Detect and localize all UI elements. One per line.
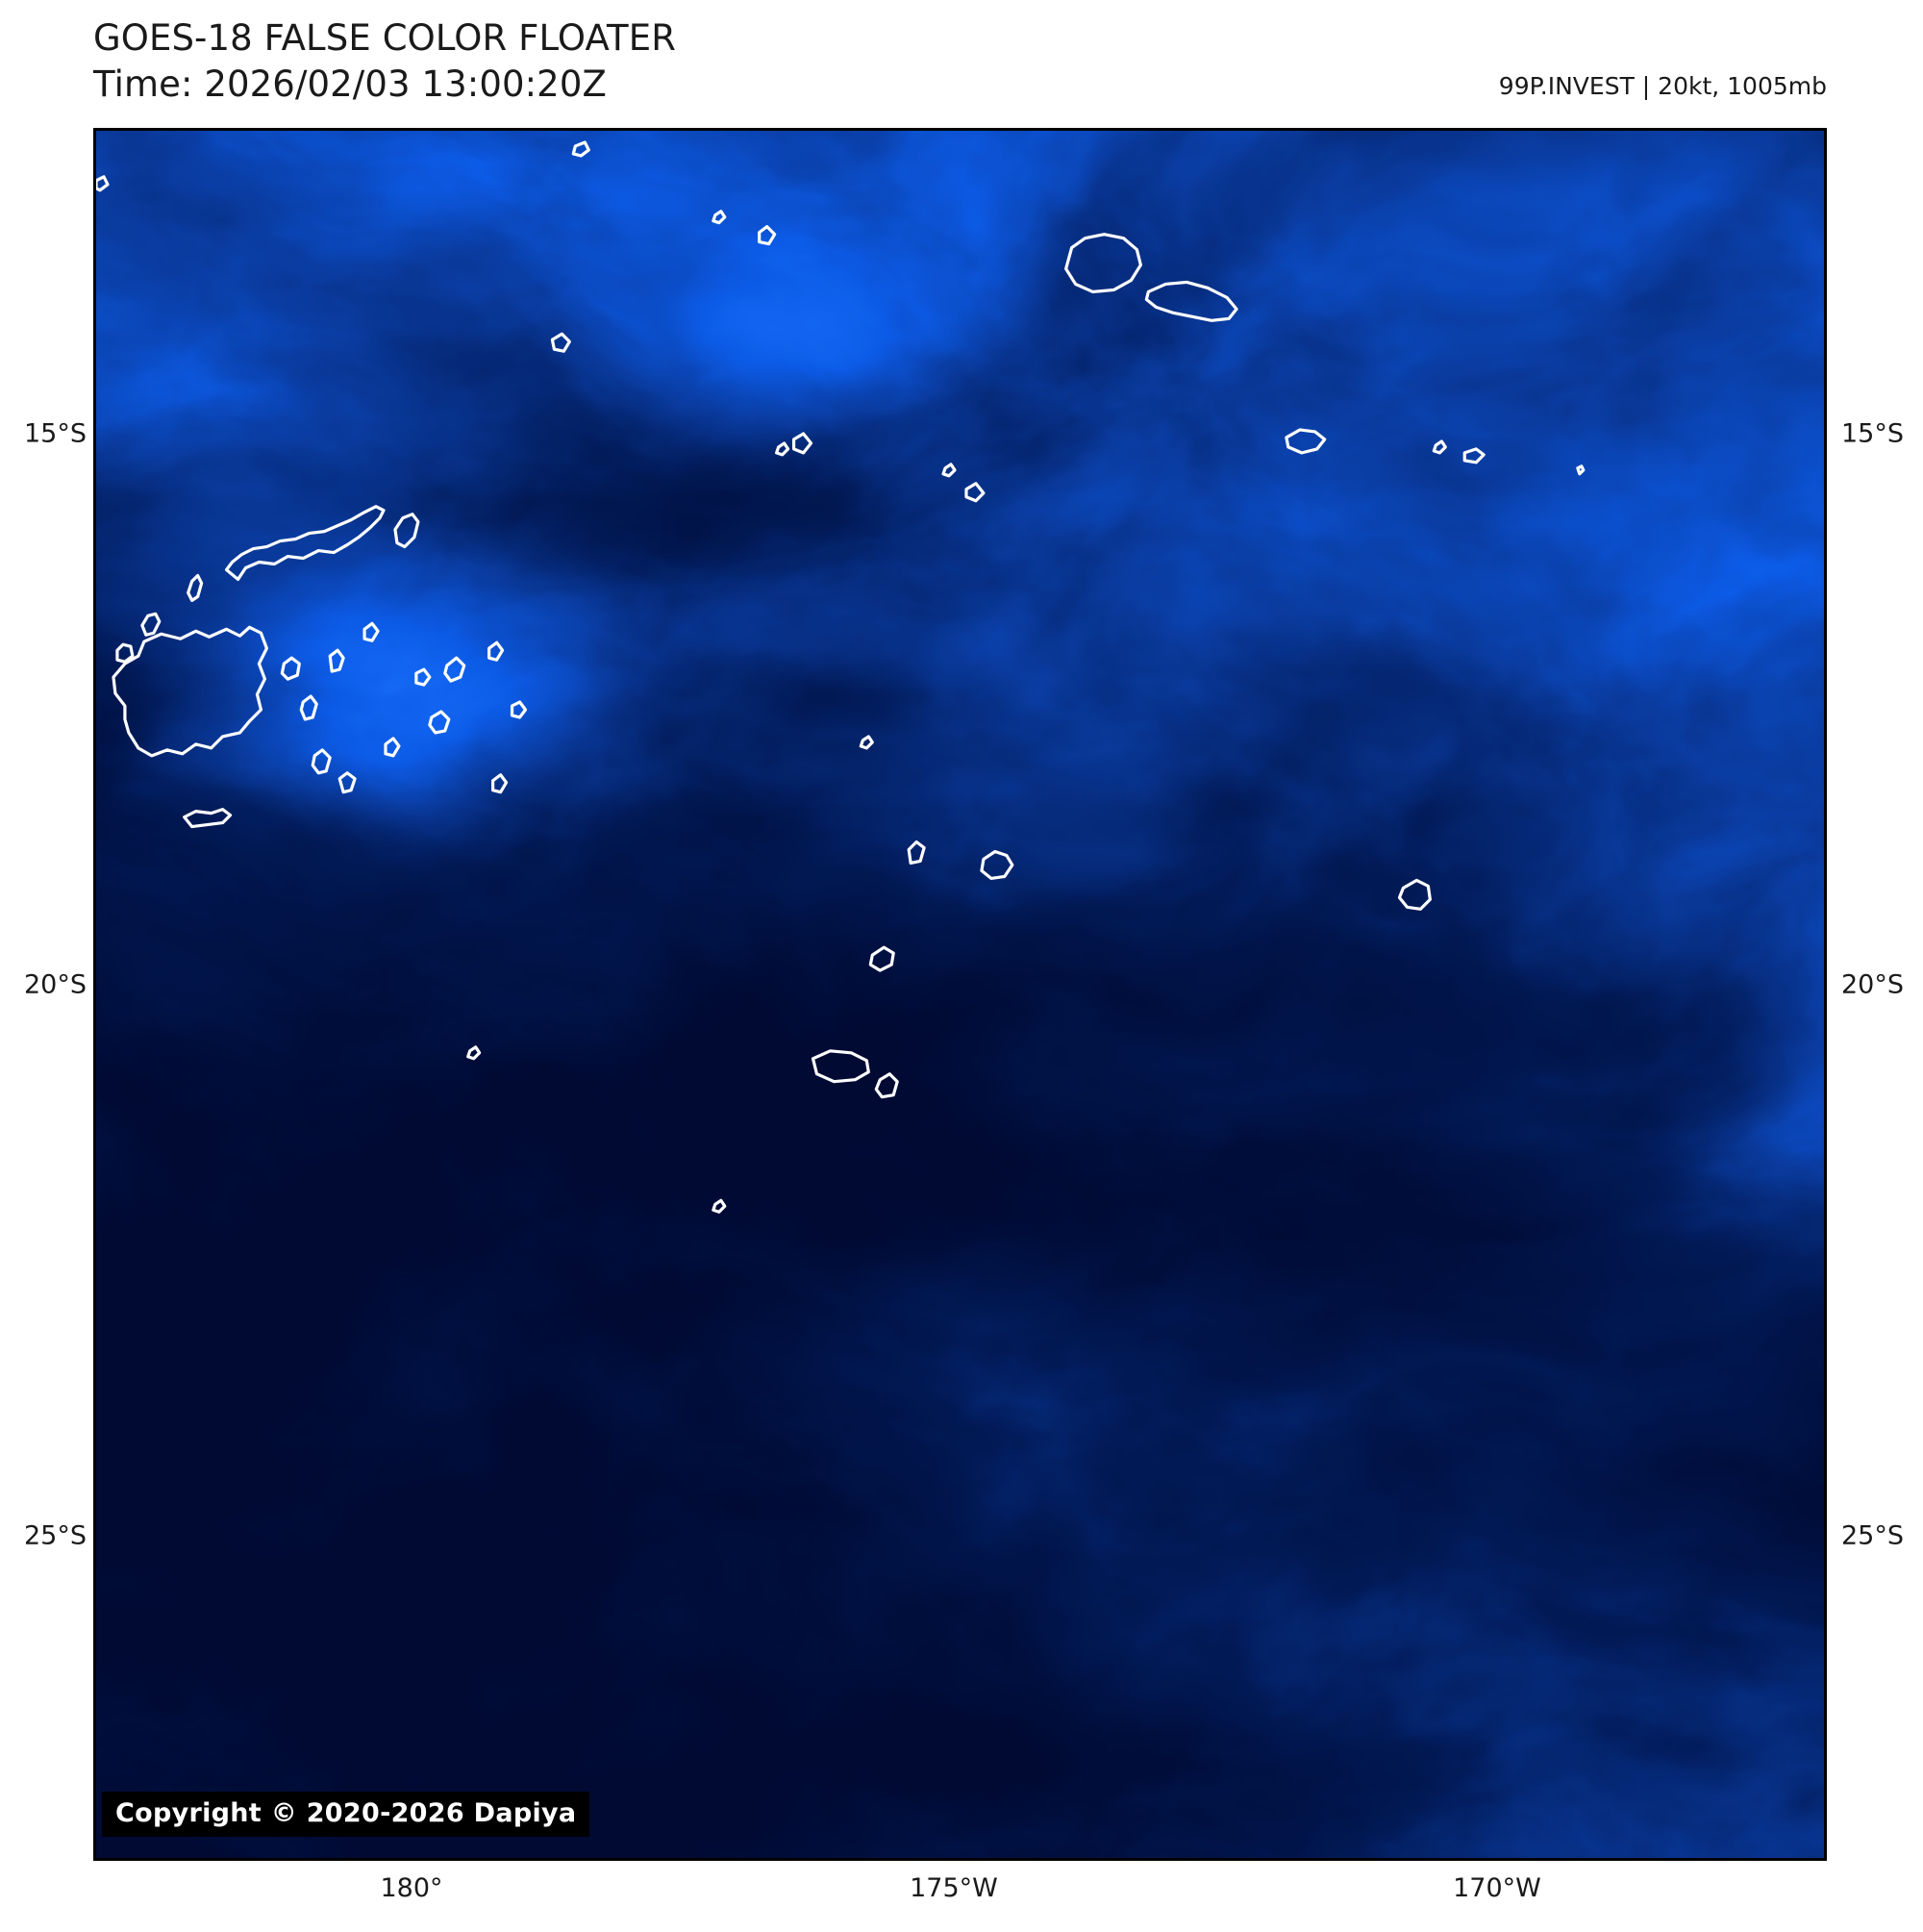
- page-title: GOES-18 FALSE COLOR FLOATER: [93, 17, 677, 59]
- y-axis-right-label-15s: 15°S: [1841, 418, 1904, 449]
- header: GOES-18 FALSE COLOR FLOATER Time: 2026/0…: [0, 0, 1923, 128]
- x-axis-label-170w: 170°W: [1453, 1873, 1541, 1903]
- timestamp-line: Time: 2026/02/03 13:00:20Z: [93, 63, 607, 106]
- x-axis-label-175w: 175°W: [910, 1873, 998, 1903]
- y-axis-left-label-15s: 15°S: [24, 418, 87, 449]
- x-axis-label-180: 180°: [380, 1873, 443, 1903]
- title-block: GOES-18 FALSE COLOR FLOATER Time: 2026/0…: [93, 15, 676, 108]
- y-axis-right-label-25s: 25°S: [1841, 1520, 1904, 1551]
- storm-info-label: 99P.INVEST | 20kt, 1005mb: [1498, 72, 1827, 100]
- satellite-imagery: [96, 131, 1824, 1858]
- y-axis-left-label-20s: 20°S: [24, 969, 87, 1000]
- y-axis-right-label-20s: 20°S: [1841, 969, 1904, 1000]
- copyright-watermark: Copyright © 2020-2026 Dapiya: [102, 1792, 590, 1837]
- y-axis-left-label-25s: 25°S: [24, 1520, 87, 1551]
- satellite-image-panel[interactable]: Copyright © 2020-2026 Dapiya: [93, 128, 1827, 1861]
